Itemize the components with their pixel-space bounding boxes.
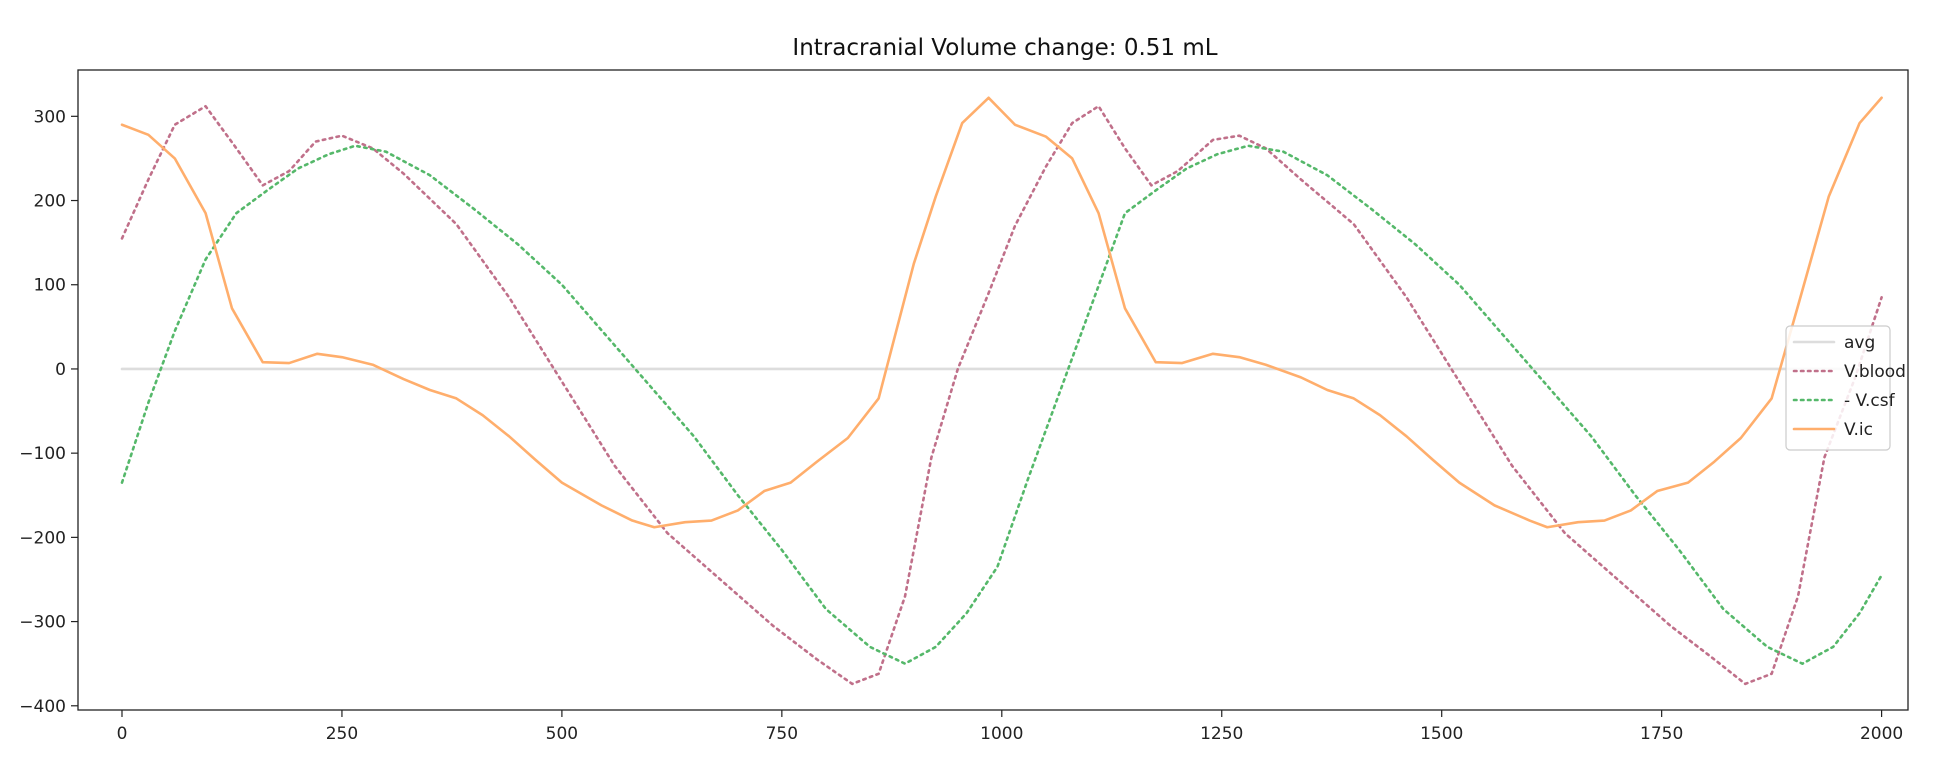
y-tick-label: 300 bbox=[34, 107, 66, 127]
x-tick-label: 500 bbox=[546, 724, 578, 744]
x-tick-label: 1500 bbox=[1420, 724, 1463, 744]
y-tick-label: 0 bbox=[55, 360, 66, 380]
x-tick-label: 750 bbox=[766, 724, 798, 744]
chart-title: Intracranial Volume change: 0.51 mL bbox=[792, 35, 1217, 61]
legend-box bbox=[1785, 325, 1891, 451]
legend: avg V.blood - V.csf V.ic bbox=[1785, 325, 1906, 451]
series-line-v-ic bbox=[120, 96, 1883, 529]
series-line-v-blood bbox=[120, 104, 1883, 686]
plot-frame bbox=[77, 69, 1909, 711]
x-tick-label: 250 bbox=[326, 724, 358, 744]
y-tick-label: −200 bbox=[19, 528, 66, 548]
series-line-v-csf bbox=[120, 144, 1883, 665]
x-tick-label: 1250 bbox=[1200, 724, 1243, 744]
legend-label: - V.csf bbox=[1844, 391, 1896, 411]
legend-label: avg bbox=[1844, 333, 1875, 353]
x-tick-label: 0 bbox=[117, 724, 128, 744]
y-tick-label: 200 bbox=[34, 192, 66, 212]
y-tick-label: −400 bbox=[19, 697, 66, 717]
y-tick-label: −100 bbox=[19, 444, 66, 464]
axes-layer: 0 250 500 750 1000 1250 1500 1750 20003002001000… bbox=[19, 69, 1909, 744]
x-tick-label: 1000 bbox=[980, 724, 1023, 744]
x-tick-label: 2000 bbox=[1860, 724, 1903, 744]
legend-label: V.ic bbox=[1844, 420, 1873, 440]
y-tick-label: −300 bbox=[19, 613, 66, 633]
legend-label: V.blood bbox=[1844, 362, 1906, 382]
y-tick-label: 100 bbox=[34, 276, 66, 296]
series-layer bbox=[120, 96, 1883, 686]
x-tick-label: 1750 bbox=[1640, 724, 1683, 744]
